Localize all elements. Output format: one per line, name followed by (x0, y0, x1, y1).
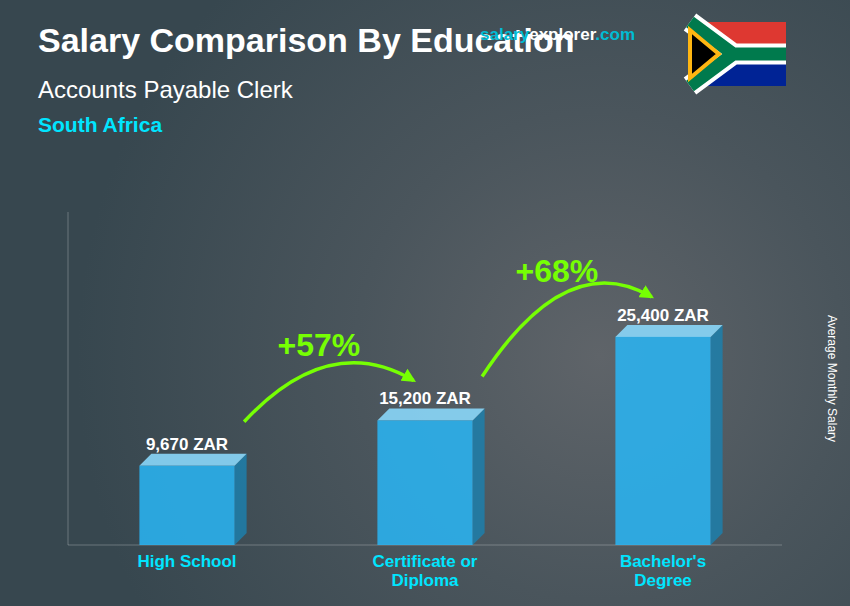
x-tick-label-line: Bachelor's (620, 552, 706, 571)
x-tick-label-line: Certificate or (373, 552, 478, 571)
bar-top (377, 408, 484, 420)
watermark: salaryexplorer.com (480, 25, 635, 44)
annotation: +68% (515, 253, 598, 289)
y-axis-label: Average Monthly Salary (825, 315, 839, 442)
subtitle: Accounts Payable Clerk (38, 76, 294, 103)
bar-top (139, 454, 246, 466)
flag (690, 22, 786, 86)
subtitle: South Africa (38, 113, 162, 136)
bars (139, 325, 722, 545)
bar-side (235, 454, 247, 545)
x-tick-label-line: Degree (634, 571, 692, 590)
flag-part (690, 22, 786, 86)
annotation: +57% (277, 327, 360, 363)
x-tick-label-line: Diploma (391, 571, 459, 590)
data-label: 15,200 ZAR (379, 389, 471, 408)
data-label: 25,400 ZAR (617, 306, 709, 325)
title: Salary Comparison By Education (38, 21, 575, 59)
bar (377, 420, 472, 545)
x-tick-label: High School (137, 552, 236, 571)
flag-part (690, 22, 786, 86)
watermark-part: salary (480, 25, 530, 44)
data-label: 9,670 ZAR (146, 435, 228, 454)
flag-part (690, 30, 719, 78)
watermark-part: .com (595, 25, 635, 44)
watermark-part: explorer (529, 25, 596, 44)
arrow (482, 283, 651, 376)
x-tick-label-line: High School (137, 552, 236, 571)
x-tick-label: Bachelor'sDegree (620, 552, 706, 590)
chart: Salary Comparison By Education Accounts P… (0, 0, 850, 606)
bar (615, 337, 710, 545)
bar-side (473, 408, 485, 545)
x-tick-label: Certificate orDiploma (373, 552, 478, 590)
bar (139, 466, 234, 545)
y-axis-line (68, 212, 69, 545)
bar-top (615, 325, 722, 337)
arrow (244, 363, 413, 422)
bar-side (711, 325, 723, 545)
